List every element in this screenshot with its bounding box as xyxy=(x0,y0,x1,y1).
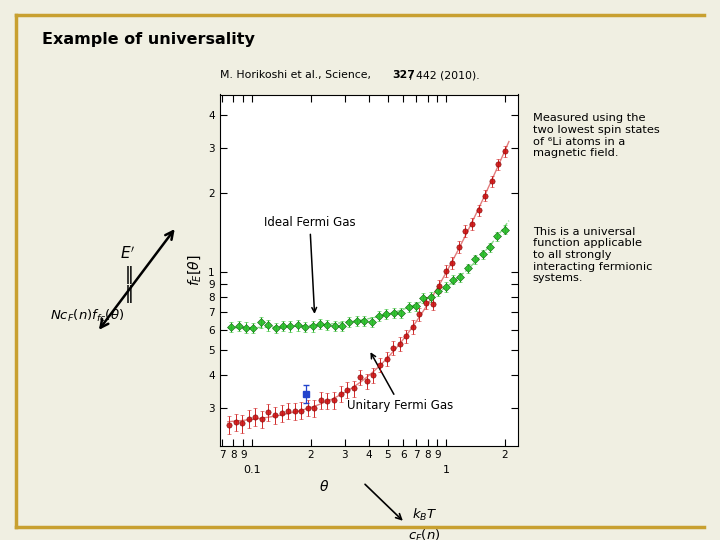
Text: $Nc_F(n)f_{fc}(\theta)$: $Nc_F(n)f_{fc}(\theta)$ xyxy=(50,308,125,324)
Y-axis label: $f_E[\theta]$: $f_E[\theta]$ xyxy=(186,254,202,286)
Text: Unitary Fermi Gas: Unitary Fermi Gas xyxy=(347,354,454,413)
Text: Ideal Fermi Gas: Ideal Fermi Gas xyxy=(264,216,356,312)
Text: 1: 1 xyxy=(443,465,450,475)
Text: $\|$: $\|$ xyxy=(124,284,132,305)
Text: , 442 (2010).: , 442 (2010). xyxy=(409,70,480,80)
Text: M. Horikoshi et al., Science,: M. Horikoshi et al., Science, xyxy=(220,70,374,80)
Text: $E'$: $E'$ xyxy=(120,246,136,262)
Text: $\theta$: $\theta$ xyxy=(319,479,329,494)
Text: $\|$: $\|$ xyxy=(124,265,132,286)
Text: This is a universal
function applicable
to all strongly
interacting fermionic
sy: This is a universal function applicable … xyxy=(533,227,652,283)
Text: $k_B T$: $k_B T$ xyxy=(412,507,437,523)
Text: $c_F(n)$: $c_F(n)$ xyxy=(408,528,441,540)
Text: Example of universality: Example of universality xyxy=(42,32,255,48)
Text: 0.1: 0.1 xyxy=(243,465,261,475)
Text: Measured using the
two lowest spin states
of ⁶Li atoms in a
magnetic field.: Measured using the two lowest spin state… xyxy=(533,113,660,158)
Text: 327: 327 xyxy=(392,70,415,80)
